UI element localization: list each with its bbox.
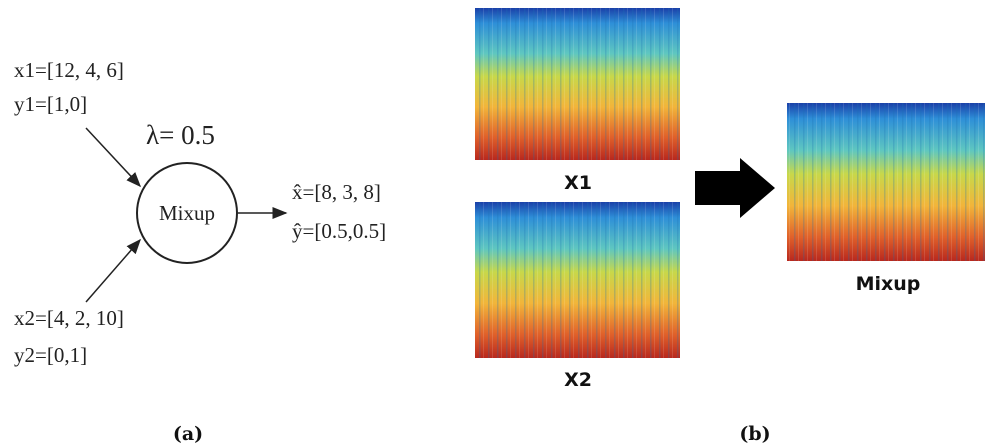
y1-text: y1=[1,0] (14, 92, 87, 116)
x2-text: x2=[4, 2, 10] (14, 306, 124, 330)
node-label: Mixup (159, 201, 215, 225)
caption-b: (b) (739, 423, 770, 445)
figure: x1=[12, 4, 6] y1=[1,0] λ= 0.5 Mixup x̂=[… (0, 0, 989, 446)
lambda-text: λ= 0.5 (146, 120, 215, 150)
spectrogram-texture (787, 103, 985, 261)
spectrogram-texture (475, 8, 680, 160)
y-hat-text: ŷ=[0.5,0.5] (292, 219, 386, 243)
caption-a: (a) (173, 423, 203, 445)
spectrogram-texture (475, 202, 680, 358)
y2-text: y2=[0,1] (14, 343, 87, 367)
x2-label: X2 (564, 369, 592, 391)
x-hat-text: x̂=[8, 3, 8] (292, 180, 381, 204)
mixup-label: Mixup (856, 273, 921, 295)
x1-label: X1 (564, 172, 592, 194)
x1-text: x1=[12, 4, 6] (14, 58, 124, 82)
